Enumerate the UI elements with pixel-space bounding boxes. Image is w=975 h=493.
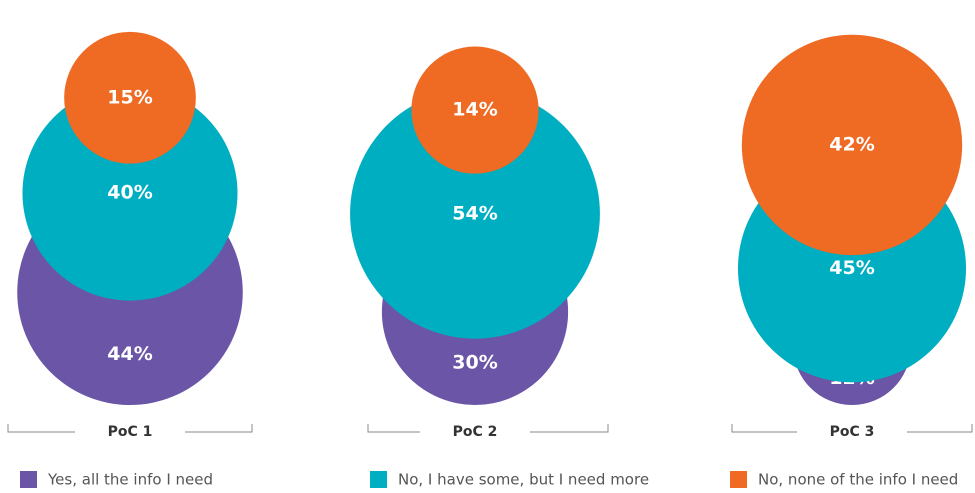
bubble bbox=[64, 31, 196, 164]
category-label: PoC 3 bbox=[830, 424, 875, 440]
value-label: 42% bbox=[829, 133, 874, 155]
legend-swatch bbox=[730, 471, 747, 488]
value-label: 14% bbox=[452, 99, 497, 121]
value-label: 44% bbox=[107, 343, 152, 365]
legend-swatch bbox=[370, 471, 387, 488]
legend-label: No, I have some, but I need more bbox=[398, 471, 649, 489]
legend-swatch bbox=[20, 471, 37, 488]
legend-label: Yes, all the info I need bbox=[47, 471, 213, 489]
category-label: PoC 2 bbox=[453, 424, 498, 440]
value-label: 30% bbox=[452, 352, 497, 374]
bubble bbox=[411, 46, 539, 174]
value-label: 45% bbox=[829, 257, 874, 279]
bubble bbox=[22, 85, 238, 301]
legend-label: No, none of the info I need bbox=[758, 471, 958, 489]
category-label: PoC 1 bbox=[108, 424, 153, 440]
value-label: 54% bbox=[452, 202, 497, 224]
value-label: 15% bbox=[107, 86, 152, 108]
value-label: 40% bbox=[107, 182, 152, 204]
bracket bbox=[7, 424, 253, 433]
bubble bbox=[741, 34, 963, 256]
bracket bbox=[367, 424, 609, 433]
bracket bbox=[731, 424, 973, 433]
bubble bbox=[350, 88, 600, 339]
